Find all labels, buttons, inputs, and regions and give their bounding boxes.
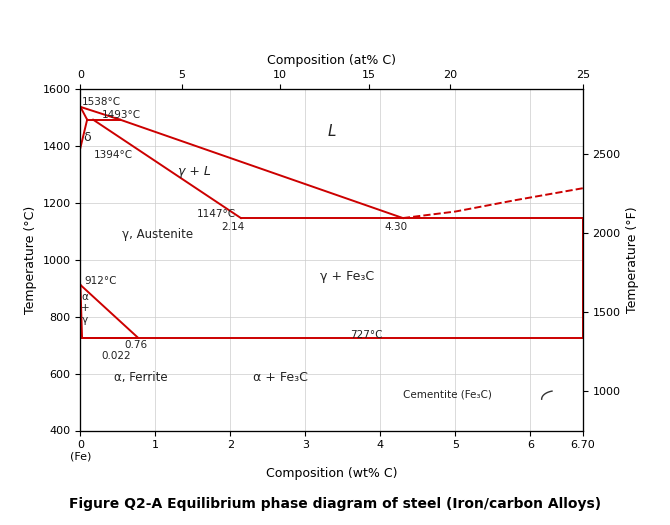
Text: Figure Q2-A Equilibrium phase diagram of steel (Iron/carbon Alloys): Figure Q2-A Equilibrium phase diagram of… xyxy=(69,497,601,511)
Text: 912°C: 912°C xyxy=(84,276,117,286)
Text: α + Fe₃C: α + Fe₃C xyxy=(253,371,308,384)
Text: 4.30: 4.30 xyxy=(384,222,407,232)
Text: γ + Fe₃C: γ + Fe₃C xyxy=(320,270,375,284)
X-axis label: Composition (wt% C): Composition (wt% C) xyxy=(266,467,397,480)
Text: 0.022: 0.022 xyxy=(101,351,131,361)
Text: 1493°C: 1493°C xyxy=(101,110,141,120)
Y-axis label: Temperature (°F): Temperature (°F) xyxy=(626,206,639,313)
Text: 727°C: 727°C xyxy=(350,330,383,340)
Y-axis label: Temperature (°C): Temperature (°C) xyxy=(24,206,37,314)
Text: δ: δ xyxy=(83,131,91,144)
Text: 2.14: 2.14 xyxy=(221,222,245,232)
Text: 1394°C: 1394°C xyxy=(94,150,133,160)
Text: γ + L: γ + L xyxy=(178,165,211,178)
Text: 1147°C: 1147°C xyxy=(197,208,236,218)
Text: α
+
γ: α + γ xyxy=(80,291,89,325)
Text: Cementite (Fe₃C): Cementite (Fe₃C) xyxy=(403,390,492,400)
Text: L: L xyxy=(328,124,336,140)
Text: 1538°C: 1538°C xyxy=(82,97,121,107)
Text: 0.76: 0.76 xyxy=(124,340,147,350)
X-axis label: Composition (at% C): Composition (at% C) xyxy=(267,54,396,67)
Text: α, Ferrite: α, Ferrite xyxy=(114,371,168,384)
Text: γ, Austenite: γ, Austenite xyxy=(122,228,193,241)
